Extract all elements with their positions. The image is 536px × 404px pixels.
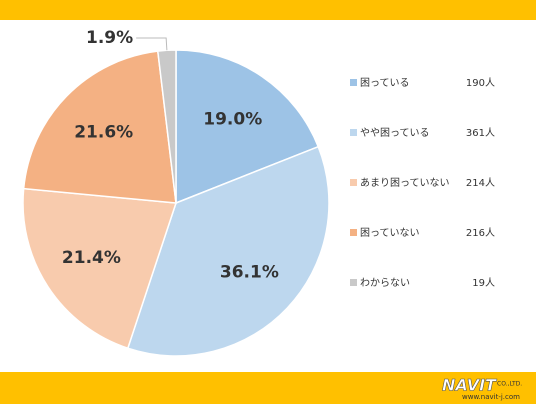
legend-label: あまり困っていない bbox=[360, 177, 450, 189]
legend-swatch bbox=[350, 229, 357, 236]
data-label: 36.1% bbox=[220, 262, 279, 282]
data-label: 1.9% bbox=[86, 28, 133, 48]
legend-label: 困っている bbox=[360, 77, 410, 89]
data-label: 19.0% bbox=[203, 109, 262, 129]
legend-count: 214人 bbox=[466, 177, 495, 189]
data-label: 21.4% bbox=[62, 248, 121, 268]
legend-swatch bbox=[350, 129, 357, 136]
pie-slice bbox=[126, 145, 330, 357]
legend-count: 190人 bbox=[466, 77, 495, 89]
pie-slice bbox=[22, 187, 178, 350]
legend-label: やや困っている bbox=[360, 127, 430, 139]
top-bar bbox=[0, 0, 536, 20]
legend-count: 19人 bbox=[472, 277, 495, 289]
data-label: 21.6% bbox=[74, 122, 133, 142]
legend-label: わからない bbox=[360, 277, 410, 289]
legend-swatch bbox=[350, 79, 357, 86]
legend-label: 困っていない bbox=[360, 227, 420, 239]
bottom-bar bbox=[0, 372, 536, 404]
pie-slice bbox=[22, 50, 177, 204]
pie-slice bbox=[175, 49, 320, 205]
legend-swatch bbox=[350, 279, 357, 286]
logo: NAVIT bbox=[442, 376, 497, 395]
legend-swatch bbox=[350, 179, 357, 186]
legend-count: 216人 bbox=[466, 227, 495, 239]
logo-url: www.navit-j.com bbox=[462, 393, 520, 401]
pie-slice bbox=[156, 49, 177, 204]
logo-company: CO.,LTD. bbox=[497, 381, 522, 388]
legend-count: 361人 bbox=[466, 127, 495, 139]
leader-line bbox=[136, 37, 168, 51]
